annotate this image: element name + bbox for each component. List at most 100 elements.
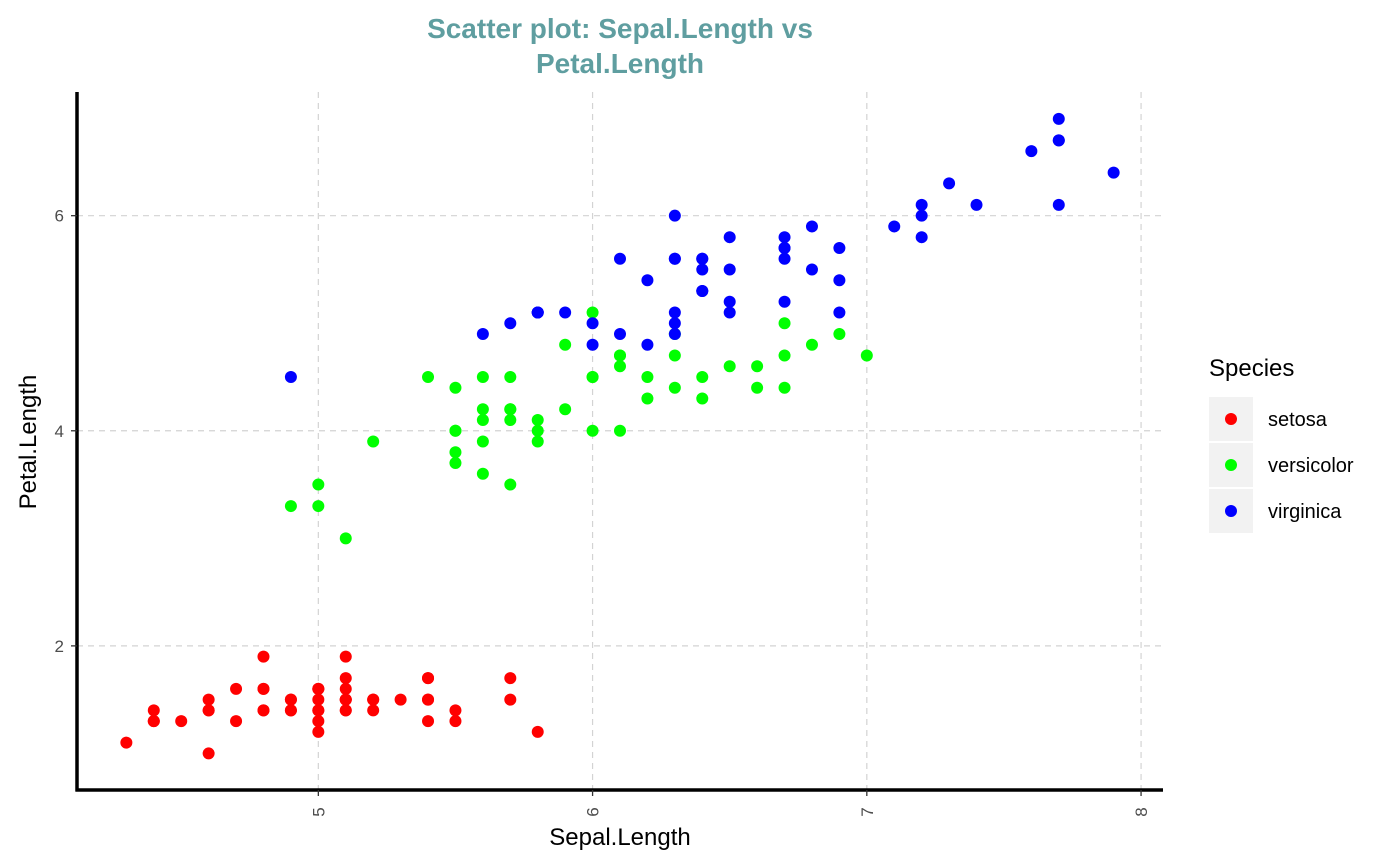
point-setosa-33 [449, 704, 462, 717]
point-versicolor-21 [614, 424, 626, 437]
point-virginica-7 [943, 177, 956, 190]
x-tick-label-1: 6 [584, 807, 603, 816]
point-virginica-35 [1052, 198, 1065, 211]
point-versicolor-12 [586, 424, 599, 437]
point-setosa-13 [120, 736, 133, 749]
point-versicolor-44 [476, 403, 489, 416]
point-versicolor-14 [476, 467, 489, 480]
point-setosa-32 [367, 693, 380, 706]
legend-title: Species [1209, 355, 1294, 382]
point-versicolor-17 [531, 414, 544, 427]
point-setosa-34 [284, 693, 297, 706]
point-versicolor-11 [559, 403, 572, 416]
point-setosa-22 [202, 747, 215, 760]
point-versicolor-37 [668, 381, 681, 394]
point-setosa-3 [202, 693, 215, 706]
point-versicolor-9 [367, 435, 380, 448]
point-setosa-45 [257, 704, 270, 717]
point-virginica-9 [915, 198, 928, 211]
point-versicolor-30 [449, 446, 462, 459]
point-virginica-47 [723, 295, 736, 308]
point-virginica-18 [1052, 112, 1065, 125]
point-setosa-30 [257, 682, 270, 695]
point-versicolor-46 [504, 403, 517, 416]
y-tick-label-1: 4 [55, 422, 64, 441]
point-versicolor-39 [449, 424, 462, 437]
point-virginica-41 [833, 306, 846, 319]
point-virginica-0 [668, 209, 681, 222]
point-virginica-2 [888, 220, 901, 233]
point-setosa-8 [147, 704, 160, 717]
point-versicolor-43 [312, 500, 325, 513]
point-virginica-42 [531, 306, 544, 319]
tick-labels: 5 6 7 8 2 4 6 [55, 207, 1152, 817]
point-versicolor-0 [860, 349, 873, 362]
point-versicolor-10 [312, 478, 325, 491]
point-versicolor-18 [641, 371, 654, 384]
point-versicolor-23 [614, 349, 626, 362]
point-setosa-7 [312, 693, 325, 706]
x-tick-label-3: 8 [1132, 807, 1151, 816]
point-virginica-13 [504, 317, 517, 330]
point-setosa-18 [504, 672, 517, 685]
legend-item-versicolor: versicolor [1209, 443, 1354, 487]
point-virginica-33 [668, 306, 681, 319]
point-setosa-14 [531, 725, 544, 738]
point-versicolor-20 [559, 338, 572, 351]
chart-title: Scatter plot: Sepal.Length vs Petal.Leng… [427, 13, 813, 79]
point-versicolor-34 [422, 371, 435, 384]
legend-item-virginica: virginica [1209, 489, 1342, 533]
point-setosa-31 [422, 693, 435, 706]
point-versicolor-35 [586, 371, 599, 384]
point-setosa-37 [284, 704, 297, 717]
point-versicolor-27 [778, 317, 791, 330]
point-versicolor-26 [805, 338, 818, 351]
point-virginica-19 [586, 317, 599, 330]
point-setosa-43 [312, 682, 325, 695]
point-versicolor-48 [339, 532, 352, 545]
point-virginica-30 [970, 198, 983, 211]
point-virginica-22 [1052, 134, 1065, 147]
point-setosa-49 [312, 704, 325, 717]
point-virginica-12 [805, 263, 818, 276]
point-versicolor-19 [476, 435, 489, 448]
point-versicolor-40 [449, 381, 462, 394]
point-virginica-16 [723, 263, 736, 276]
chart-title-line-2: Petal.Length [536, 48, 704, 79]
point-versicolor-47 [641, 392, 654, 405]
point-virginica-25 [915, 209, 928, 222]
legend-key-versicolor [1225, 459, 1237, 471]
data-points [120, 112, 1120, 760]
point-setosa-28 [367, 704, 380, 717]
x-tick-label-0: 5 [309, 807, 328, 816]
point-versicolor-1 [696, 371, 709, 384]
point-versicolor-29 [504, 478, 517, 491]
point-versicolor-16 [476, 371, 489, 384]
legend-key-setosa [1225, 413, 1237, 425]
point-virginica-40 [778, 252, 791, 265]
point-setosa-23 [339, 672, 352, 685]
point-virginica-20 [833, 241, 846, 254]
y-tick-label-2: 6 [55, 207, 64, 226]
point-virginica-39 [833, 274, 846, 287]
point-setosa-39 [339, 693, 352, 706]
point-setosa-44 [339, 650, 352, 663]
point-virginica-10 [723, 306, 736, 319]
point-virginica-5 [1025, 145, 1038, 158]
x-tick-label-2: 7 [858, 807, 877, 816]
point-versicolor-7 [284, 500, 297, 513]
point-versicolor-5 [504, 371, 517, 384]
point-versicolor-6 [668, 349, 681, 362]
point-versicolor-24 [696, 392, 709, 405]
point-virginica-15 [696, 284, 709, 297]
point-setosa-48 [394, 693, 407, 706]
point-virginica-8 [778, 231, 791, 244]
legend-label-virginica: virginica [1268, 501, 1342, 523]
legend-key-virginica [1225, 505, 1237, 517]
chart-title-line-1: Scatter plot: Sepal.Length vs [427, 13, 813, 44]
point-setosa-42 [147, 715, 160, 728]
series-setosa [120, 650, 544, 760]
point-setosa-47 [202, 704, 215, 717]
point-versicolor-38 [476, 414, 489, 427]
point-virginica-26 [641, 338, 654, 351]
